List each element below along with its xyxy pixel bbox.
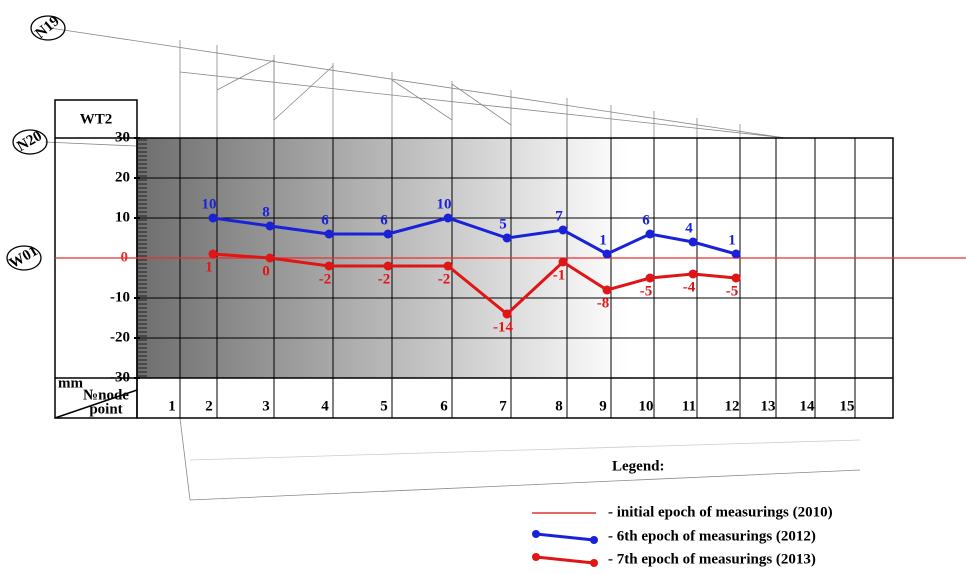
data-label: 6 [321,212,329,228]
point [645,229,655,239]
legend-label: - 6th epoch of measurings (2012) [608,528,816,544]
legend-title: Legend: [612,458,665,474]
x-tick-label: 1 [168,398,176,414]
baseline-label: 0 [121,249,129,265]
point [731,273,741,283]
data-label: -8 [597,295,610,311]
y-tick-label: 10 [115,209,130,225]
x-tick-label: 7 [499,398,507,414]
data-label: -5 [640,283,653,299]
point [324,229,334,239]
legend-dot [532,530,540,538]
data-label: 1 [205,259,213,275]
data-label: -4 [683,279,696,295]
data-label: 8 [262,204,270,220]
point [383,261,393,271]
x-tick-label: 6 [440,398,448,414]
x-tick-label: 15 [840,398,855,414]
data-label: 1 [599,232,607,248]
point [265,221,275,231]
x-tick-label: 10 [639,398,654,414]
x-tick-label: 13 [761,398,776,414]
data-label: -5 [726,283,739,299]
data-label: 7 [555,208,563,224]
point [602,249,612,259]
legend-dot [590,559,598,567]
point [208,213,218,223]
data-label: -2 [378,271,391,287]
point [688,269,698,279]
point [502,309,512,319]
y-tick-label: -10 [110,289,130,305]
point [208,249,218,259]
x-tick-label: 2 [205,398,213,414]
y-tick-label: 20 [115,169,130,185]
data-label: 6 [380,212,388,228]
category-header: №node [83,387,129,403]
data-label: 10 [202,196,217,212]
point [731,249,741,259]
data-label: -14 [493,319,513,335]
y-tick-label: -30 [110,369,130,385]
unit-label: mm [58,375,83,391]
legend-label: - initial epoch of measurings (2010) [608,504,833,520]
point [324,261,334,271]
y-tick-label: 30 [115,129,130,145]
y-tick-label: -20 [110,329,130,345]
point [558,257,568,267]
data-label: 10 [437,196,452,212]
hatch [137,139,147,377]
point [558,225,568,235]
x-tick-label: 8 [555,398,563,414]
data-label: -2 [319,271,332,287]
x-tick-label: 9 [599,398,607,414]
x-tick-label: 3 [262,398,270,414]
point [265,253,275,263]
data-label: 0 [262,263,270,279]
data-label: 6 [642,212,650,228]
point [688,237,698,247]
legend-label: - 7th epoch of measurings (2013) [608,551,816,567]
point [602,285,612,295]
marker-label: W01 [7,243,41,272]
point [443,213,453,223]
legend-swatch [535,555,595,565]
data-label: 1 [728,232,736,248]
markers-shapes [6,15,66,271]
legend-dot [590,536,598,544]
data-label: -1 [553,267,566,283]
point [383,229,393,239]
point [502,233,512,243]
x-tick-label: 11 [682,398,696,414]
chart-title: WT2 [80,111,113,127]
x-tick-label: 12 [725,398,740,414]
x-tick-label: 4 [321,398,329,414]
legend-swatch [535,532,595,542]
point [443,261,453,271]
x-tick-label: 5 [380,398,388,414]
x-tick-label: 14 [800,398,816,414]
legend-dot [532,553,540,561]
category-header: point [89,401,122,417]
data-label: -2 [438,271,451,287]
data-label: 5 [499,216,507,232]
data-label: 4 [685,220,693,236]
point [645,273,655,283]
